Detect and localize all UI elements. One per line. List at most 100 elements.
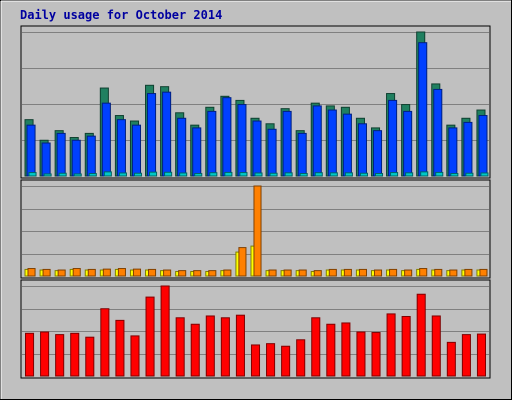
files-bar (418, 42, 428, 177)
kbytes-bar (130, 335, 140, 377)
visits-bar (419, 268, 428, 277)
pages-bar (194, 173, 203, 177)
files-bar (267, 128, 277, 177)
files-bar (116, 119, 126, 177)
files-bar (177, 117, 187, 177)
pages-bar (480, 172, 489, 177)
pages-bar (73, 173, 82, 177)
kbytes-bar (175, 317, 185, 377)
visits-bar (298, 269, 307, 277)
visits-bar (283, 269, 292, 277)
visits-bar (117, 268, 126, 277)
kbytes-bar (446, 341, 456, 377)
kbytes-bar (311, 317, 321, 377)
visits-bar (132, 268, 142, 277)
kbytes-bar (25, 332, 35, 377)
kbytes-bar (160, 285, 170, 377)
pages-bar (465, 172, 474, 177)
kbytes-bar (431, 315, 441, 377)
pages-bar (88, 173, 97, 177)
kbytes-bar (266, 343, 276, 377)
files-bar (237, 104, 247, 177)
visits-bar (193, 270, 202, 277)
visits-bar (57, 269, 66, 277)
files-bar (403, 110, 413, 177)
files-bar (342, 113, 352, 177)
kbytes-bar (281, 345, 291, 377)
files-bar (252, 120, 262, 177)
pages-bar (269, 172, 278, 177)
visits-bar (148, 268, 157, 277)
pages-bar (149, 171, 158, 177)
kbytes-bar (386, 313, 396, 377)
pages-bar (435, 171, 444, 177)
visits-bar (389, 268, 398, 277)
pages-bar (329, 172, 338, 177)
pages-bar (179, 172, 188, 177)
files-bar (372, 130, 383, 177)
visits-bar (238, 247, 247, 277)
visits-bar (253, 185, 262, 277)
kbytes-bar (371, 332, 381, 377)
pages-bar (164, 171, 173, 177)
pages-bar (28, 172, 37, 177)
pages-bar (118, 172, 127, 177)
files-bar (327, 109, 337, 177)
kbytes-bar (356, 331, 366, 377)
visits-bar (373, 269, 383, 277)
kbytes-bar (100, 308, 110, 377)
pages-bar (374, 173, 384, 177)
visits-bar (268, 269, 277, 277)
kbytes-bar (461, 334, 471, 377)
pages-bar (133, 172, 143, 177)
visits-bar (42, 268, 51, 277)
kbytes-bar (55, 334, 65, 377)
kbytes-bar (341, 322, 351, 377)
files-bar (463, 121, 473, 177)
files-bar (357, 123, 367, 177)
files-bar (71, 139, 81, 177)
files-bar (192, 127, 202, 177)
kbytes-bar (220, 317, 230, 377)
pages-bar (344, 172, 353, 177)
pages-bar (359, 172, 368, 177)
visits-bar (343, 268, 352, 277)
visits-bar (313, 270, 322, 277)
visits-bar (328, 268, 337, 277)
kbytes-bar (296, 339, 306, 377)
files-bar (101, 102, 111, 177)
pages-bar (209, 172, 218, 177)
pages-bar (224, 171, 233, 177)
visits-bar (404, 269, 413, 277)
files-bar (56, 132, 66, 177)
kbytes-bar (85, 336, 95, 377)
kbytes-bar (190, 323, 200, 377)
pages-bar (284, 172, 293, 177)
pages-bar (239, 172, 248, 177)
files-bar (433, 88, 443, 177)
pages-bar (103, 171, 112, 177)
visits-bar (449, 269, 458, 277)
files-bar (388, 99, 398, 177)
pages-bar (314, 172, 323, 177)
visits-bar (72, 268, 81, 277)
kbytes-bar (235, 314, 245, 377)
kbytes-bar (401, 315, 411, 377)
files-bar (448, 127, 458, 177)
kbytes-bar (145, 296, 155, 377)
pages-bar (299, 173, 308, 177)
files-bar (478, 115, 488, 177)
files-bar (86, 135, 96, 177)
visits-bar (27, 268, 36, 277)
pages-bar (420, 171, 429, 177)
files-bar (162, 91, 172, 177)
files-bar (131, 124, 142, 177)
files-bar (222, 97, 232, 177)
visits-bar (208, 270, 217, 277)
visits-bar (464, 268, 473, 277)
files-bar (297, 132, 307, 177)
pages-bar (43, 173, 52, 177)
files-bar (147, 93, 157, 177)
